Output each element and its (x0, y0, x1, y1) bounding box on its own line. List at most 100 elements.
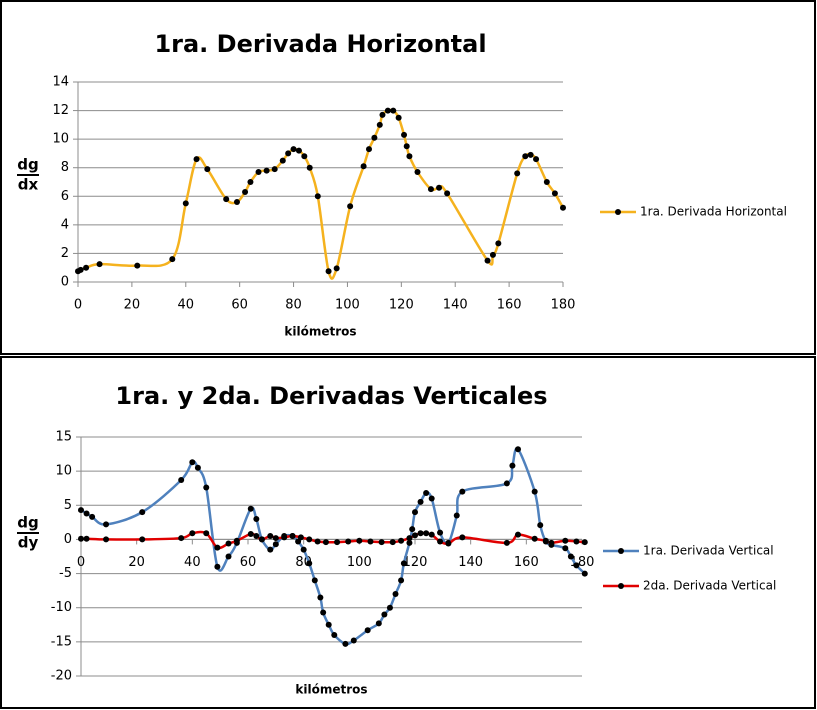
data-point (379, 111, 386, 118)
data-point (289, 533, 296, 540)
data-point (285, 150, 292, 157)
y-tick-label: -10 (51, 600, 72, 615)
data-point (548, 539, 555, 546)
data-point (514, 170, 521, 177)
y-tick-label: 0 (61, 275, 69, 290)
data-point (406, 539, 413, 546)
data-point (364, 627, 371, 634)
data-point (531, 488, 538, 495)
data-point (306, 164, 313, 171)
data-point (398, 537, 405, 544)
data-point (403, 143, 410, 150)
data-point (522, 153, 529, 160)
series-line (80, 447, 586, 646)
data-point (378, 539, 385, 546)
legend-label: 1ra. Derivada Vertical (643, 544, 774, 558)
data-point (412, 532, 418, 539)
data-point (247, 505, 254, 512)
data-point (423, 489, 430, 496)
data-point (551, 190, 558, 197)
chart-title: 1ra. y 2da. Derivadas Verticales (115, 382, 547, 410)
data-point (247, 179, 254, 185)
data-point (89, 513, 96, 520)
data-point (417, 530, 424, 537)
data-point (514, 531, 521, 538)
data-point (560, 204, 566, 211)
data-point (247, 530, 254, 537)
x-tick-label: 140 (443, 298, 468, 313)
data-point (258, 536, 265, 543)
data-point (562, 537, 569, 544)
data-point (214, 544, 221, 551)
data-point (225, 553, 232, 560)
data-point (279, 157, 286, 164)
data-point (445, 540, 452, 547)
data-point (96, 261, 103, 268)
data-point (255, 169, 262, 175)
data-point (331, 632, 338, 639)
data-point (325, 621, 332, 628)
data-point (543, 179, 550, 185)
data-point (573, 562, 580, 569)
data-point (271, 166, 278, 173)
data-point (333, 265, 340, 272)
legend-marker (618, 548, 624, 554)
data-point (562, 545, 569, 552)
data-point (371, 134, 378, 141)
data-point (509, 462, 516, 469)
data-point (311, 577, 318, 584)
x-tick-label: 40 (184, 555, 201, 570)
data-point (242, 189, 249, 195)
data-point (495, 240, 502, 247)
data-point (334, 539, 341, 546)
data-point (409, 526, 416, 533)
x-tick-label: 40 (178, 298, 195, 313)
data-point (233, 537, 240, 544)
data-point (281, 534, 288, 541)
data-point (459, 488, 466, 495)
data-point (453, 512, 460, 519)
y-tick-label: -20 (51, 669, 72, 684)
y-tick-label: 10 (52, 132, 69, 147)
x-tick-label: 100 (335, 298, 360, 313)
data-point (428, 495, 435, 502)
data-point (139, 536, 146, 543)
x-tick-label: 120 (403, 555, 428, 570)
data-point (139, 509, 146, 516)
x-tick-label: 100 (347, 555, 372, 570)
y-tick-label: 2 (61, 246, 69, 261)
data-point (83, 535, 90, 542)
data-point (406, 535, 413, 542)
chart-title: 1ra. Derivada Horizontal (154, 30, 486, 58)
legend-label: 1ra. Derivada Horizontal (640, 205, 787, 219)
x-tick-label: 60 (240, 555, 257, 570)
y-tick-label: 15 (55, 430, 72, 445)
data-point (342, 640, 349, 647)
x-tick-label: 20 (124, 298, 141, 313)
data-point (417, 498, 424, 505)
data-point (573, 538, 580, 545)
data-point (423, 530, 430, 537)
data-point (178, 477, 185, 484)
data-point (414, 169, 421, 175)
data-point (366, 146, 372, 153)
data-point (134, 262, 141, 269)
data-point (367, 538, 374, 545)
data-point (169, 256, 176, 263)
data-point (223, 196, 230, 203)
y-tick-label: 10 (55, 464, 72, 479)
data-point (317, 594, 324, 601)
data-point (567, 553, 574, 560)
data-point (389, 539, 396, 546)
series-line (80, 530, 585, 550)
data-point (253, 533, 260, 540)
data-point (581, 570, 588, 577)
y-label-denominator: dx (18, 176, 39, 194)
data-point (384, 107, 391, 114)
data-point (83, 264, 90, 271)
data-point (314, 538, 321, 545)
data-point (322, 539, 329, 546)
y-tick-label: 6 (61, 189, 69, 204)
y-label-numerator: dg (17, 514, 38, 532)
